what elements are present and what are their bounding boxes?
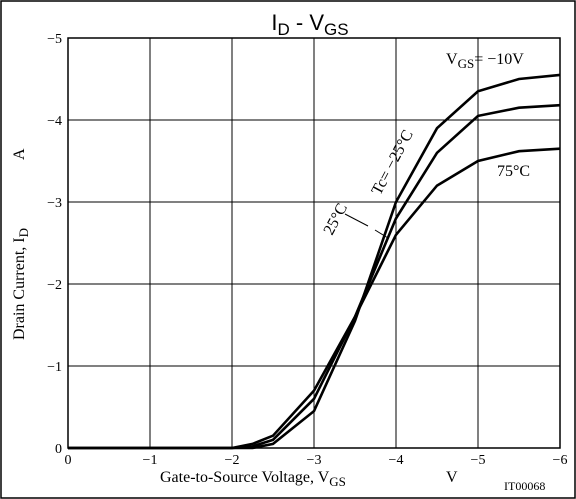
x-tick-label: 0 (65, 453, 72, 468)
x-label-sub: GS (329, 474, 346, 489)
annotation: 25°C (321, 201, 352, 238)
y-axis-unit: A (11, 148, 28, 160)
chart-title: ID - VGS (271, 10, 348, 39)
annotation-text: V (446, 51, 458, 68)
x-axis-unit: V (446, 469, 458, 486)
y-label-sub: D (16, 228, 31, 237)
x-tick-label: −5 (471, 453, 486, 468)
title-part: I (271, 10, 277, 35)
y-label-text: Drain Current, I (11, 237, 28, 340)
y-tick-label: −5 (47, 32, 62, 47)
annotation-sub: GS (458, 56, 475, 71)
x-tick-label: −6 (553, 453, 568, 468)
annotation: Tc= −25°C (369, 127, 417, 198)
x-label-text: Gate-to-Source Voltage, V (160, 469, 330, 486)
y-axis-label: Drain Current, ID (11, 228, 31, 340)
annotation: VGS= −10V (446, 51, 524, 71)
pointer (374, 229, 389, 239)
y-tick-label: −2 (47, 278, 62, 293)
title-part: - V (290, 10, 325, 35)
curve (68, 147, 561, 450)
x-tick-label: −3 (307, 453, 322, 468)
annotation-text: = −10V (474, 51, 524, 68)
pointer (344, 213, 369, 227)
title-sub: D (278, 20, 290, 39)
x-tick-label: −1 (143, 453, 158, 468)
y-tick-label: 0 (55, 442, 62, 457)
annotation: IT00068 (504, 479, 545, 493)
x-tick-label: −2 (225, 453, 240, 468)
x-axis-label: Gate-to-Source Voltage, VGS (160, 469, 346, 489)
title-sub: GS (324, 20, 349, 39)
annotation: 75°C (497, 163, 530, 180)
x-tick-label: −4 (389, 453, 404, 468)
y-tick-label: −4 (47, 114, 62, 129)
y-tick-label: −3 (47, 196, 62, 211)
y-tick-label: −1 (47, 360, 62, 375)
